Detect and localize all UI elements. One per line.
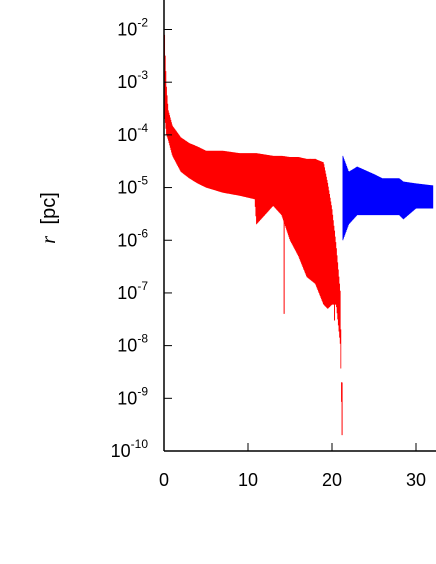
y-tick-label-3: 10-7 — [117, 279, 148, 303]
x-tick-label-0: 0 — [159, 470, 169, 490]
series-2 — [342, 155, 434, 241]
y-tick-label-exponent: -10 — [131, 437, 149, 451]
series-layer — [163, 4, 434, 436]
y-tick-label-8: 10-2 — [117, 16, 148, 40]
y-tick-label-base: 10 — [117, 125, 137, 145]
x-tick-label-1: 10 — [238, 470, 258, 490]
y-tick-label-5: 10-5 — [117, 174, 148, 198]
y-tick-label-exponent: -7 — [137, 279, 148, 293]
y-tick-label-exponent: -6 — [137, 226, 148, 240]
y-tick-label-2: 10-8 — [117, 332, 148, 356]
ticks-layer — [163, 29, 417, 452]
y-tick-label-base: 10 — [117, 283, 137, 303]
y-tick-label-base: 10 — [117, 20, 137, 40]
y-axis-label-unit: [pc] — [38, 192, 60, 224]
series-1 — [163, 4, 343, 436]
y-tick-label-base: 10 — [117, 178, 137, 198]
y-tick-label-exponent: -3 — [137, 68, 148, 82]
y-tick-label-exponent: -5 — [137, 174, 148, 188]
y-tick-label-base: 10 — [117, 230, 137, 250]
y-tick-label-base: 10 — [117, 72, 137, 92]
y-tick-label-exponent: -8 — [137, 332, 148, 346]
y-tick-label-4: 10-6 — [117, 226, 148, 250]
series-2-oscillation — [342, 155, 434, 241]
y-tick-label-6: 10-4 — [117, 121, 148, 145]
y-axis-label: r [pc] — [38, 192, 60, 244]
y-tick-label-1: 10-9 — [117, 384, 148, 408]
y-tick-label-exponent: -4 — [137, 121, 148, 135]
y-tick-label-exponent: -2 — [137, 16, 148, 30]
y-axis-label-var: r — [38, 236, 60, 244]
x-tick-label-2: 20 — [322, 470, 342, 490]
y-tick-label-base: 10 — [117, 336, 137, 356]
y-tick-label-base: 10 — [117, 388, 137, 408]
x-tick-label-3: 30 — [406, 470, 426, 490]
y-tick-label-exponent: -9 — [137, 384, 148, 398]
axes-layer — [163, 0, 436, 452]
labels-layer: 0 10 20 3010-1010-910-810-710-610-510-410-3… — [111, 16, 426, 491]
y-tick-label-0: 10-10 — [111, 437, 149, 461]
y-tick-label-7: 10-3 — [117, 68, 148, 92]
y-tick-label-base: 10 — [111, 441, 131, 461]
